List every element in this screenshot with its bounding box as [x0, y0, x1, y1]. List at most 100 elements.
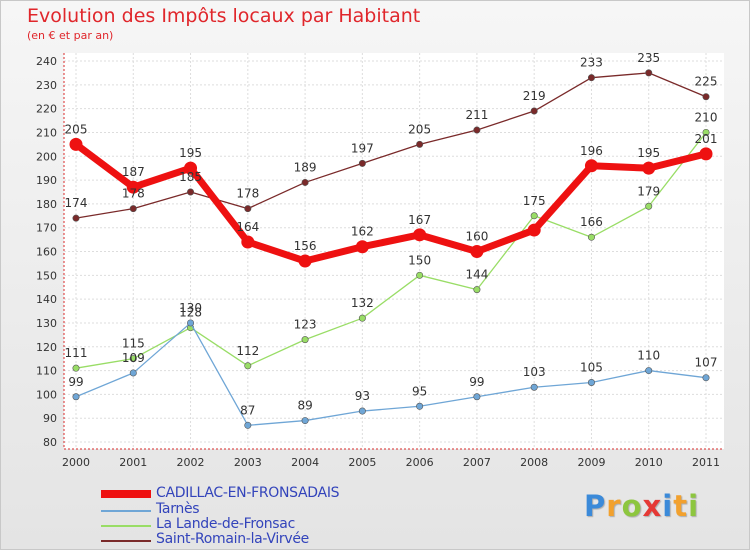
data-point-saint-romain-la-virvee	[187, 188, 195, 196]
data-label-la-lande-de-fronsac: 210	[695, 110, 718, 124]
data-point-cadillac-en-fronsadais	[126, 180, 140, 194]
data-label-tarnes: 105	[580, 360, 603, 374]
data-point-tarnes	[358, 407, 366, 415]
data-label-tarnes: 107	[695, 356, 718, 370]
data-label-cadillac-en-fronsadais: 205	[65, 122, 88, 136]
data-point-saint-romain-la-virvee	[530, 107, 538, 115]
legend-swatch-tarnes	[101, 510, 151, 512]
x-tick-label: 2005	[348, 456, 376, 469]
logo-letter: r	[606, 489, 622, 523]
data-label-saint-romain-la-virvee: 178	[236, 187, 259, 201]
data-point-tarnes	[187, 319, 195, 327]
data-label-saint-romain-la-virvee: 178	[122, 187, 145, 201]
legend-swatch-la-lande	[101, 525, 151, 527]
data-point-la-lande-de-fronsac	[72, 364, 80, 372]
chart-title: Evolution des Impôts locaux par Habitant	[27, 5, 421, 27]
data-point-la-lande-de-fronsac	[473, 286, 481, 294]
legend-label-saint-romain: Saint-Romain-la-Virvée	[156, 531, 309, 547]
y-tick-label: 180	[36, 198, 57, 211]
series-line-cadillac-en-fronsadais	[72, 140, 710, 265]
legend-label-cadillac: CADILLAC-EN-FRONSADAIS	[156, 485, 340, 501]
data-point-tarnes	[645, 367, 653, 375]
x-tick-label: 2007	[463, 456, 491, 469]
series-line-la-lande-de-fronsac	[75, 131, 707, 369]
data-label-la-lande-de-fronsac: 144	[465, 268, 488, 282]
data-label-cadillac-en-fronsadais: 164	[236, 220, 259, 234]
data-point-tarnes	[72, 393, 80, 401]
data-label-cadillac-en-fronsadais: 196	[580, 144, 603, 158]
data-label-saint-romain-la-virvee: 185	[179, 170, 202, 184]
data-point-cadillac-en-fronsadais	[413, 228, 427, 242]
data-point-tarnes	[587, 378, 595, 386]
data-point-la-lande-de-fronsac	[587, 233, 595, 241]
data-label-cadillac-en-fronsadais: 195	[637, 146, 660, 160]
data-label-la-lande-de-fronsac: 175	[523, 194, 546, 208]
logo-letter: o	[621, 489, 643, 523]
data-label-saint-romain-la-virvee: 233	[580, 56, 603, 70]
logo-letter: i	[688, 489, 700, 523]
x-tick-label: 2004	[291, 456, 319, 469]
y-tick-label: 160	[36, 246, 57, 259]
data-point-la-lande-de-fronsac	[645, 202, 653, 210]
data-point-saint-romain-la-virvee	[645, 69, 653, 77]
y-tick-label: 90	[43, 412, 57, 425]
data-label-la-lande-de-fronsac: 166	[580, 215, 603, 229]
data-label-la-lande-de-fronsac: 150	[408, 253, 431, 267]
data-label-tarnes: 95	[412, 384, 427, 398]
data-label-cadillac-en-fronsadais: 162	[351, 225, 374, 239]
data-label-tarnes: 89	[297, 399, 312, 413]
chart-subtitle: (en € et par an)	[27, 29, 114, 42]
data-label-cadillac-en-fronsadais: 195	[179, 146, 202, 160]
x-tick-label: 2003	[234, 456, 262, 469]
data-label-la-lande-de-fronsac: 123	[294, 318, 317, 332]
data-label-tarnes: 87	[240, 403, 255, 417]
data-label-saint-romain-la-virvee: 205	[408, 122, 431, 136]
data-point-cadillac-en-fronsadais	[699, 147, 713, 161]
data-point-cadillac-en-fronsadais	[642, 161, 656, 175]
legend-label-tarnes: Tarnès	[156, 501, 200, 517]
data-point-cadillac-en-fronsadais	[527, 223, 541, 237]
data-point-la-lande-de-fronsac	[244, 362, 252, 370]
data-label-saint-romain-la-virvee: 174	[65, 196, 88, 210]
data-point-la-lande-de-fronsac	[301, 336, 309, 344]
x-tick-label: 2008	[520, 456, 548, 469]
logo-letter: i	[662, 489, 674, 523]
data-point-la-lande-de-fronsac	[530, 212, 538, 220]
legend-label-la-lande: La Lande-de-Fronsac	[156, 516, 295, 532]
data-point-tarnes	[244, 421, 252, 429]
data-point-cadillac-en-fronsadais	[355, 240, 369, 254]
data-label-tarnes: 99	[68, 375, 83, 389]
data-point-saint-romain-la-virvee	[129, 205, 137, 213]
data-label-saint-romain-la-virvee: 225	[695, 75, 718, 89]
y-tick-label: 220	[36, 103, 57, 116]
data-label-la-lande-de-fronsac: 132	[351, 296, 374, 310]
legend-swatch-cadillac	[101, 490, 151, 498]
data-label-cadillac-en-fronsadais: 167	[408, 213, 431, 227]
data-label-tarnes: 103	[523, 365, 546, 379]
legend-swatch-saint-romain	[101, 540, 151, 542]
data-point-tarnes	[301, 417, 309, 425]
logo-letter: x	[642, 489, 663, 523]
series-line-saint-romain-la-virvee	[75, 72, 707, 219]
data-point-cadillac-en-fronsadais	[584, 159, 598, 173]
data-label-tarnes: 109	[122, 351, 145, 365]
x-tick-label: 2001	[119, 456, 147, 469]
data-label-cadillac-en-fronsadais: 201	[695, 132, 718, 146]
data-label-tarnes: 99	[469, 375, 484, 389]
data-point-saint-romain-la-virvee	[587, 74, 595, 82]
data-point-tarnes	[129, 369, 137, 377]
y-tick-label: 170	[36, 222, 57, 235]
data-label-la-lande-de-fronsac: 179	[637, 184, 660, 198]
data-point-saint-romain-la-virvee	[72, 214, 80, 222]
x-tick-label: 2000	[62, 456, 90, 469]
data-point-saint-romain-la-virvee	[244, 205, 252, 213]
data-point-cadillac-en-fronsadais	[69, 137, 83, 151]
y-tick-label: 190	[36, 174, 57, 187]
data-point-cadillac-en-fronsadais	[470, 245, 484, 258]
data-point-saint-romain-la-virvee	[473, 126, 481, 134]
data-point-la-lande-de-fronsac	[129, 355, 137, 363]
series-line-tarnes	[75, 322, 707, 426]
data-label-cadillac-en-fronsadais: 160	[465, 230, 488, 244]
data-point-saint-romain-la-virvee	[702, 93, 710, 101]
